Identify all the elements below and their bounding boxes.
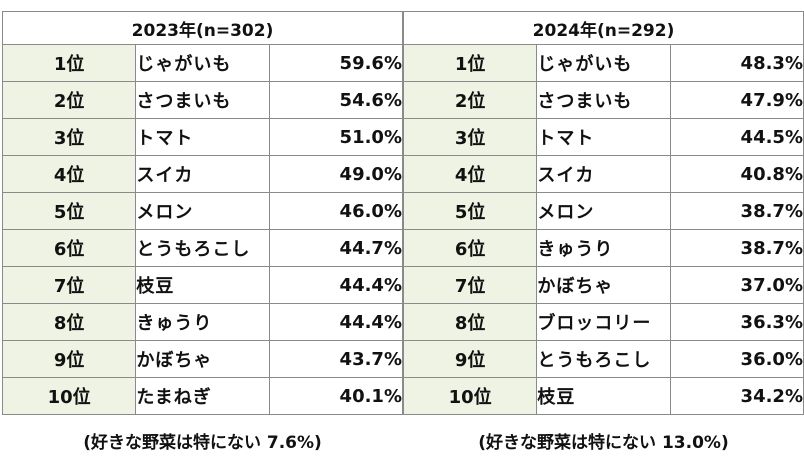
table-row: 9位 かぼちゃ 43.7% [1, 340, 404, 378]
vegetable-name: さつまいも [536, 81, 671, 119]
ranking-panel-2023: 2023年(n=302) 1位 じゃがいも 59.6% 2位 さつまいも 54.6% 3位ト… [1, 11, 404, 415]
percentage-value: 38.7% [669, 229, 804, 267]
vegetable-name: たまねぎ [135, 377, 270, 415]
rank-label: 8位 [402, 303, 538, 341]
rank-label: 5位 [1, 192, 137, 230]
percentage-value: 38.7% [669, 192, 804, 230]
percentage-value: 44.5% [669, 118, 804, 156]
percentage-value: 44.7% [268, 229, 404, 267]
table-header-2024: 2024年(n=292) [403, 11, 804, 45]
rank-label: 7位 [1, 266, 137, 304]
percentage-value: 40.8% [669, 155, 804, 193]
vegetable-name: とうもろこし [135, 229, 270, 267]
vegetable-name: じゃがいも [135, 44, 270, 82]
vegetable-name: かぼちゃ [135, 340, 270, 378]
rank-label: 1位 [402, 44, 538, 82]
vegetable-name: とうもろこし [536, 340, 671, 378]
footnote-2024: (好きな野菜は特にない 13.0%) [478, 433, 729, 453]
table-row: 7位 かぼちゃ 37.0% [402, 266, 804, 304]
percentage-value: 36.3% [669, 303, 804, 341]
table-row: 4位 スイカ 49.0% [1, 155, 404, 193]
percentage-value: 44.4% [268, 303, 404, 341]
rank-label: 8位 [1, 303, 137, 341]
table-row: 10位 枝豆 34.2% [402, 377, 804, 415]
percentage-value: 51.0% [268, 118, 404, 156]
rank-label: 3位 [402, 118, 538, 156]
percentage-value: 48.3% [669, 44, 804, 82]
ranking-rows-2023: 1位 じゃがいも 59.6% 2位 さつまいも 54.6% 3位 トマト 51.0% 4位 スイカ 4… [1, 44, 404, 415]
rank-label: 3位 [1, 118, 137, 156]
ranking-rows-2024: 1位 じゃがいも 48.3% 2位 さつまいも 47.9% 3位 トマト 44.5% 4位 スイカ 4… [402, 44, 804, 415]
vegetable-name: 枝豆 [135, 266, 270, 304]
percentage-value: 46.0% [268, 192, 404, 230]
percentage-value: 47.9% [669, 81, 804, 119]
rank-label: 10位 [402, 377, 538, 415]
footnote-2023: (好きな野菜は特にない 7.6%) [83, 433, 322, 453]
percentage-value: 54.6% [268, 81, 404, 119]
table-header-row: 2023年(n=302) [2, 11, 403, 45]
table-row: 1位 じゃがいも 48.3% [402, 44, 804, 82]
rank-label: 1位 [1, 44, 137, 82]
rank-label: 7位 [402, 266, 538, 304]
vegetable-name: さつまいも [135, 81, 270, 119]
vegetable-name: トマト [536, 118, 671, 156]
percentage-value: 43.7% [268, 340, 404, 378]
rank-label: 2位 [1, 81, 137, 119]
ranking-table-2023: 2023年(n=302) 1位 じゃがいも 59.6% 2位 さつまいも 54.6% 3位ト… [1, 11, 404, 415]
rank-label: 4位 [1, 155, 137, 193]
vegetable-name: ブロッコリー [536, 303, 671, 341]
vegetable-name: スイカ [536, 155, 671, 193]
table-row: 3位 トマト 44.5% [402, 118, 804, 156]
table-row: 10位 たまねぎ 40.1% [1, 377, 404, 415]
table-row: 2位 さつまいも 47.9% [402, 81, 804, 119]
vegetable-name: きゅうり [135, 303, 270, 341]
vegetable-name: トマト [135, 118, 270, 156]
table-row: 3位 トマト 51.0% [1, 118, 404, 156]
rank-label: 2位 [402, 81, 538, 119]
table-row: 5位 メロン 46.0% [1, 192, 404, 230]
vegetable-name: 枝豆 [536, 377, 671, 415]
table-row: 2位 さつまいも 54.6% [1, 81, 404, 119]
vegetable-name: かぼちゃ [536, 266, 671, 304]
percentage-value: 37.0% [669, 266, 804, 304]
percentage-value: 49.0% [268, 155, 404, 193]
table-row: 4位 スイカ 40.8% [402, 155, 804, 193]
vegetable-name: スイカ [135, 155, 270, 193]
table-header-row: 2024年(n=292) [403, 11, 804, 45]
table-row: 8位 きゅうり 44.4% [1, 303, 404, 341]
percentage-value: 36.0% [669, 340, 804, 378]
ranking-panel-2024: 2024年(n=292) 1位 じゃがいも 48.3% 2位 さつまいも 47.9% 3位ト… [402, 11, 804, 415]
vegetable-name: メロン [135, 192, 270, 230]
table-header-2023: 2023年(n=302) [2, 11, 403, 45]
vegetable-name: メロン [536, 192, 671, 230]
table-row: 6位 とうもろこし 44.7% [1, 229, 404, 267]
table-row: 1位 じゃがいも 59.6% [1, 44, 404, 82]
table-row: 6位 きゅうり 38.7% [402, 229, 804, 267]
percentage-value: 34.2% [669, 377, 804, 415]
table-row: 8位 ブロッコリー 36.3% [402, 303, 804, 341]
table-row: 9位 とうもろこし 36.0% [402, 340, 804, 378]
rank-label: 6位 [402, 229, 538, 267]
percentage-value: 44.4% [268, 266, 404, 304]
vegetable-name: じゃがいも [536, 44, 671, 82]
rank-label: 5位 [402, 192, 538, 230]
rank-label: 9位 [1, 340, 137, 378]
percentage-value: 59.6% [268, 44, 404, 82]
table-row: 7位 枝豆 44.4% [1, 266, 404, 304]
rank-label: 4位 [402, 155, 538, 193]
table-row: 5位 メロン 38.7% [402, 192, 804, 230]
rank-label: 6位 [1, 229, 137, 267]
vegetable-name: きゅうり [536, 229, 671, 267]
rank-label: 10位 [1, 377, 137, 415]
ranking-table-2024: 2024年(n=292) 1位 じゃがいも 48.3% 2位 さつまいも 47.9% 3位ト… [402, 11, 804, 415]
percentage-value: 40.1% [268, 377, 404, 415]
rank-label: 9位 [402, 340, 538, 378]
